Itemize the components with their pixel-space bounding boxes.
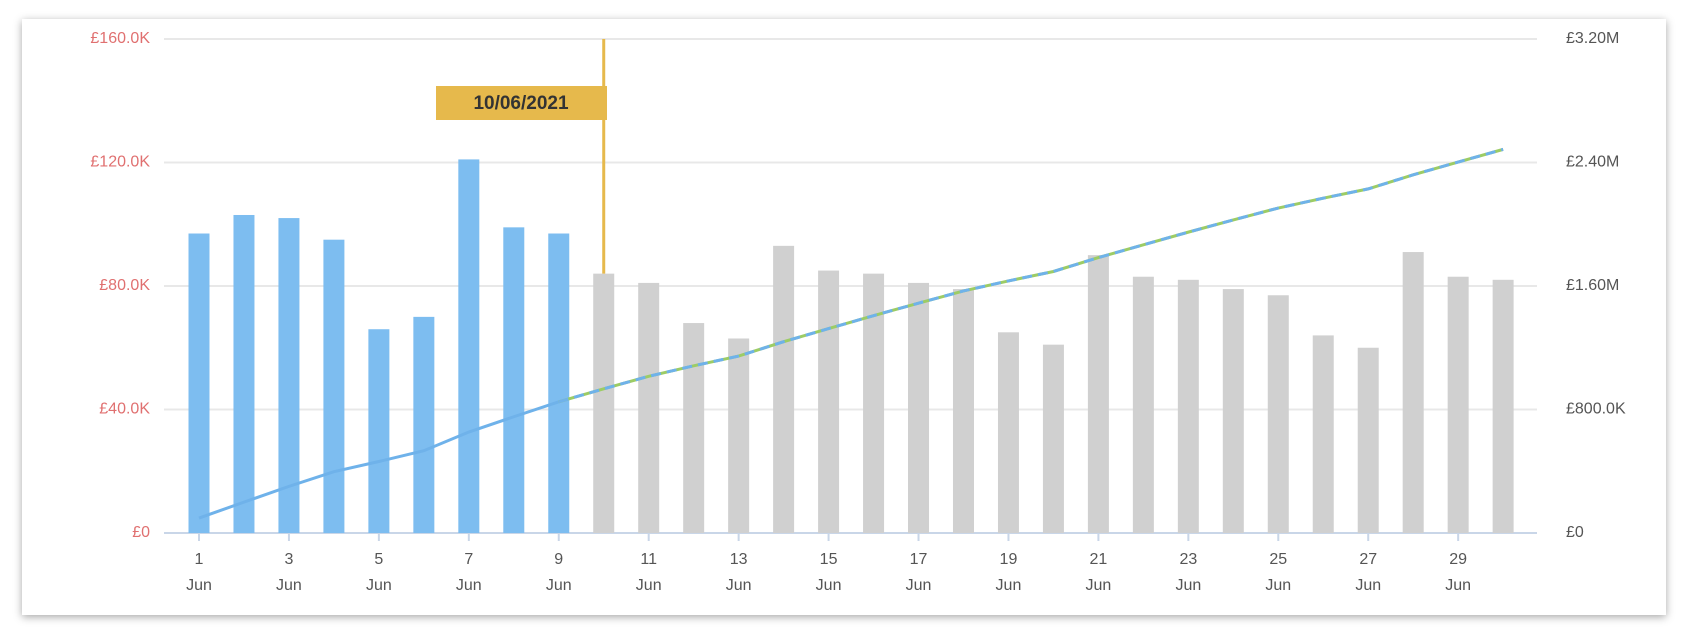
x-tick-label: 7 — [464, 551, 473, 568]
x-tick-label: Jun — [546, 577, 572, 594]
y2-tick-label: £3.20M — [1566, 30, 1619, 47]
x-tick-label: Jun — [726, 577, 752, 594]
bar — [1492, 279, 1514, 533]
date-marker-box — [436, 86, 607, 120]
bar — [1042, 344, 1064, 533]
bar — [458, 159, 480, 533]
bar — [997, 332, 1019, 533]
x-tick-label: Jun — [996, 577, 1022, 594]
bar — [773, 245, 795, 534]
line — [198, 400, 560, 520]
x-tick-label: 23 — [1179, 551, 1197, 568]
x-tick-label: Jun — [1355, 577, 1381, 594]
bar — [1312, 335, 1334, 533]
x-tick-label: Jun — [1265, 577, 1291, 594]
bar — [1267, 295, 1289, 533]
bar — [818, 270, 840, 533]
x-tick-label: Jun — [186, 577, 212, 594]
bar — [278, 218, 300, 533]
bar — [188, 233, 210, 533]
x-tick-label: Jun — [1086, 577, 1112, 594]
bar — [952, 289, 974, 533]
bar — [863, 273, 885, 533]
bar — [638, 282, 660, 533]
bar — [233, 214, 255, 534]
y-tick-label: £160.0K — [90, 30, 150, 47]
y-tick-label: £40.0K — [99, 401, 150, 418]
x-tick-label: Jun — [1175, 577, 1201, 594]
bar — [368, 329, 390, 533]
x-tick-label: 25 — [1269, 551, 1287, 568]
bar — [1402, 252, 1424, 533]
x-tick-label: Jun — [276, 577, 302, 594]
bar — [593, 273, 615, 533]
x-tick-label: 29 — [1449, 551, 1467, 568]
x-tick-label: Jun — [906, 577, 932, 594]
y-tick-label: £0 — [132, 524, 150, 541]
y-tick-label: £120.0K — [90, 154, 150, 171]
x-tick-label: Jun — [636, 577, 662, 594]
x-tick-label: 27 — [1359, 551, 1377, 568]
bar — [1357, 347, 1379, 533]
bar — [1222, 289, 1244, 533]
x-tick-label: 11 — [640, 551, 657, 568]
y-tick-label: £80.0K — [99, 277, 150, 294]
x-tick-label: 15 — [820, 551, 838, 568]
bar — [548, 233, 570, 533]
bar — [728, 338, 750, 533]
x-tick-label: 9 — [554, 551, 563, 568]
x-tick-label: Jun — [366, 577, 392, 594]
bar — [323, 239, 345, 533]
y2-tick-label: £0 — [1566, 524, 1584, 541]
x-tick-label: 13 — [730, 551, 748, 568]
x-tick-label: Jun — [816, 577, 842, 594]
bar — [908, 282, 930, 533]
y2-tick-label: £2.40M — [1566, 154, 1619, 171]
x-tick-label: Jun — [456, 577, 482, 594]
x-tick-label: 21 — [1090, 551, 1108, 568]
date-marker-label: 10/06/2021 — [473, 93, 569, 114]
line — [558, 147, 1504, 404]
y2-tick-label: £1.60M — [1566, 277, 1619, 294]
x-tick-label: 5 — [374, 551, 383, 568]
bar — [683, 323, 705, 533]
bar — [413, 316, 435, 533]
bar — [1132, 276, 1154, 533]
x-tick-label: 17 — [910, 551, 928, 568]
x-tick-label: 3 — [284, 551, 293, 568]
y2-tick-label: £800.0K — [1566, 401, 1626, 418]
x-tick-label: 19 — [1000, 551, 1018, 568]
x-tick-label: 1 — [195, 551, 204, 568]
bar — [1177, 279, 1199, 533]
bar — [503, 227, 525, 533]
x-tick-label: Jun — [1445, 577, 1471, 594]
bar — [1447, 276, 1469, 533]
bar — [1087, 255, 1109, 533]
